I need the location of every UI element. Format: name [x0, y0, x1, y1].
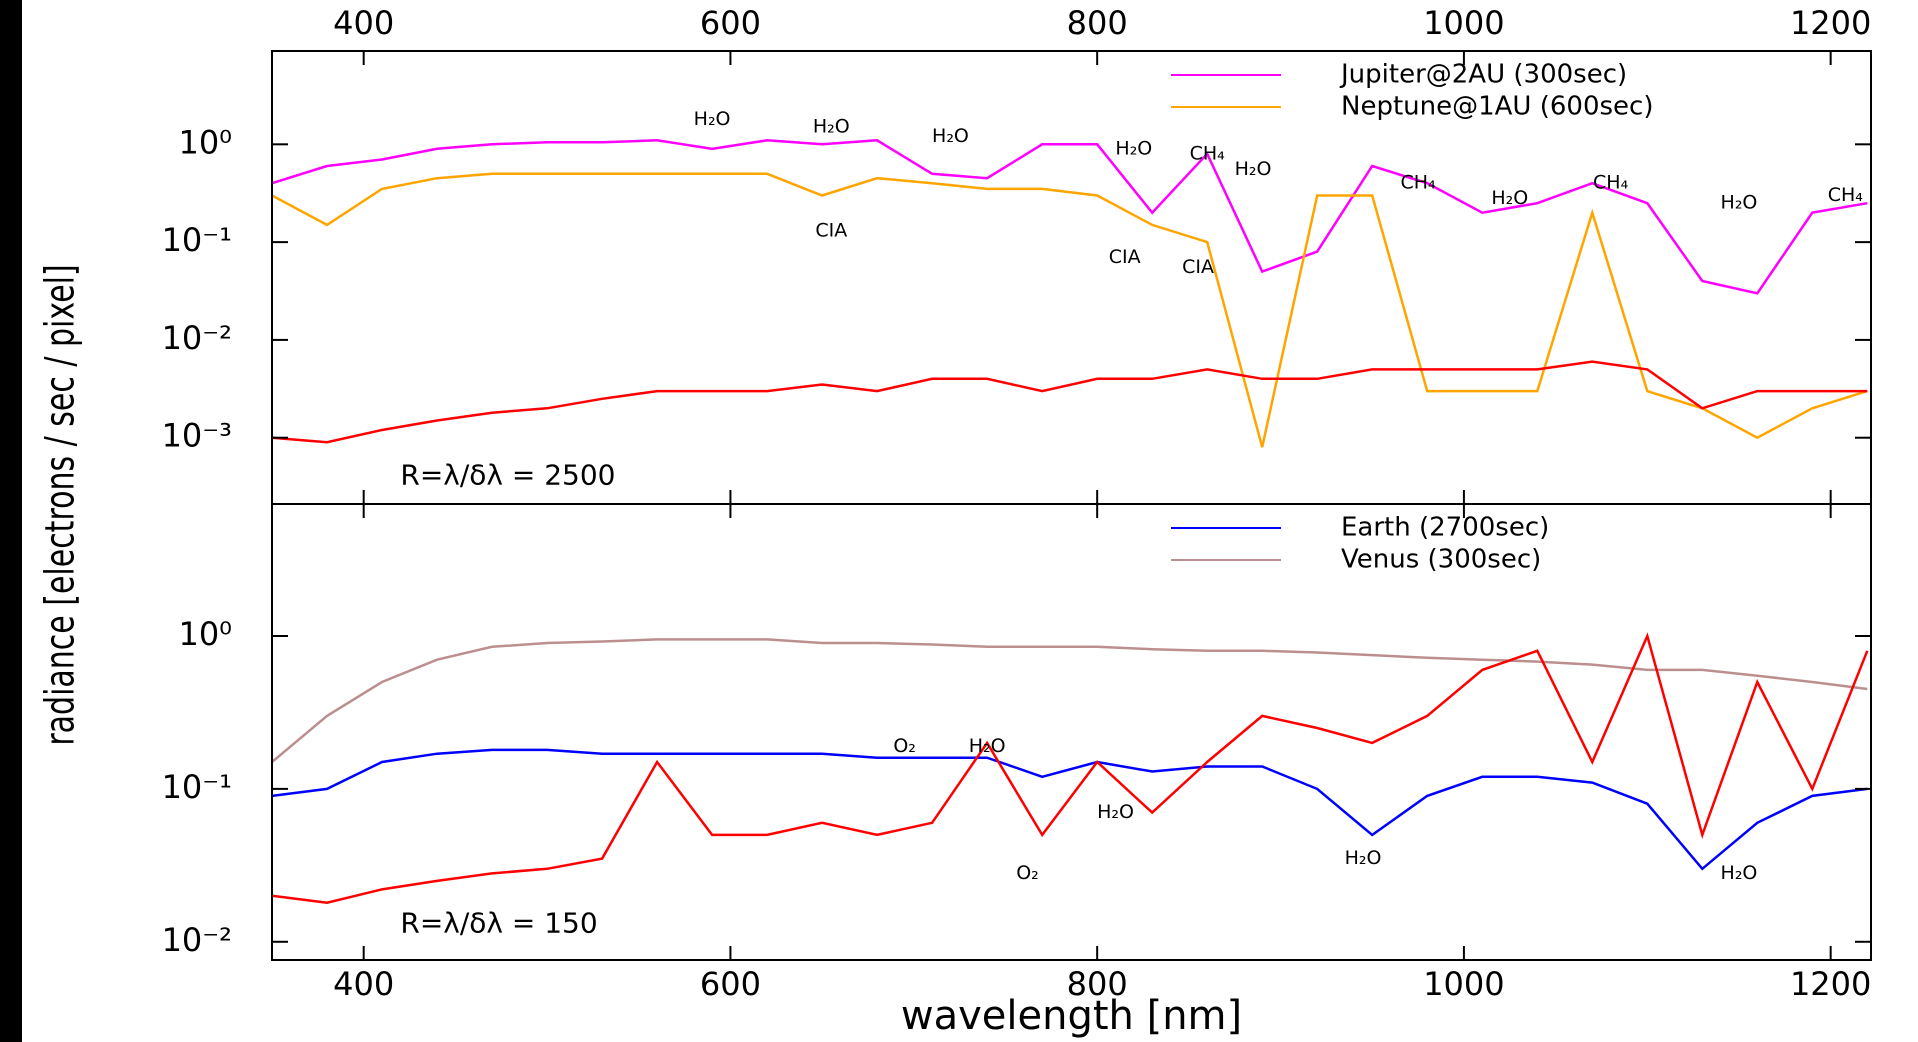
x-tick-label: 400 [333, 4, 394, 42]
legend-label: Venus (300sec) [1341, 545, 1541, 575]
annotation: R=λ/δλ = 150 [400, 906, 597, 939]
annotation: CH₄ [1593, 172, 1629, 194]
series-group [272, 139, 1868, 448]
series-line [272, 360, 1868, 444]
annotation: H₂O [932, 125, 969, 147]
y-tick-label: 10⁻¹ [162, 768, 232, 806]
annotation: H₂O [1115, 137, 1152, 159]
annotation: H₂O [1097, 801, 1134, 823]
annotation: CH₄ [1400, 172, 1436, 194]
series-line [272, 172, 1868, 448]
x-tick-label: 1000 [1423, 4, 1504, 42]
annotation: CIA [1182, 256, 1214, 278]
left-border [0, 0, 22, 1042]
series-group [272, 632, 1869, 904]
plot-area [272, 504, 1871, 960]
annotation: CIA [815, 219, 847, 241]
y-tick-label: 10⁻² [162, 921, 232, 959]
annotation: H₂O [969, 735, 1006, 757]
y-axis-label: radiance [electrons / sec / pixel] [37, 264, 83, 745]
x-tick-label: 1200 [1790, 4, 1871, 42]
legend-label: Jupiter@2AU (300sec) [1339, 60, 1627, 90]
legend-label: Earth (2700sec) [1341, 513, 1549, 543]
annotation: O₂ [893, 735, 916, 757]
annotation: CH₄ [1828, 184, 1864, 206]
annotation: H₂O [1721, 192, 1758, 214]
series-line [272, 748, 1868, 871]
y-tick-label: 10⁻¹ [162, 221, 232, 259]
annotation: CH₄ [1190, 142, 1226, 164]
legend-label: Neptune@1AU (600sec) [1341, 92, 1653, 122]
x-tick-label: 800 [1067, 4, 1128, 42]
plot-frame [271, 503, 1872, 961]
annotation: H₂O [1235, 158, 1272, 180]
x-tick-label: 800 [1067, 965, 1128, 1003]
plot-area [272, 51, 1871, 504]
y-tick-label: 10⁰ [178, 615, 232, 653]
annotation: O₂ [1016, 862, 1039, 884]
y-tick-label: 10⁻² [162, 319, 232, 357]
x-tick-label: 600 [700, 965, 761, 1003]
x-tick-label: 1200 [1790, 965, 1871, 1003]
y-tick-label: 10⁻³ [162, 417, 232, 455]
series-line [272, 638, 1868, 763]
annotation: H₂O [1491, 187, 1528, 209]
y-tick-label: 10⁰ [178, 123, 232, 161]
annotation: CIA [1109, 246, 1141, 268]
annotation: R=λ/δλ = 2500 [400, 459, 615, 492]
x-tick-label: 400 [333, 965, 394, 1003]
series-line [272, 139, 1868, 295]
annotation: H₂O [1345, 847, 1382, 869]
x-tick-label: 1000 [1423, 965, 1504, 1003]
x-axis-label: wavelength [nm] [901, 993, 1242, 1039]
annotation: H₂O [1721, 862, 1758, 884]
annotation: H₂O [694, 108, 731, 130]
annotation: H₂O [813, 116, 850, 138]
x-tick-label: 600 [700, 4, 761, 42]
series-line [272, 632, 1869, 904]
